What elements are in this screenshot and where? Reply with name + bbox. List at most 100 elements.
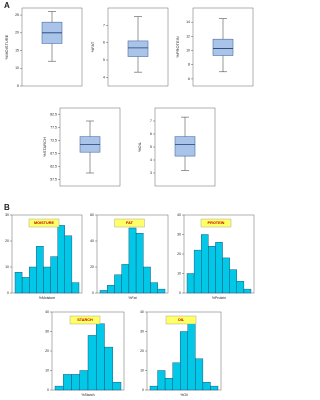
panel-label: A — [4, 1, 10, 10]
bar — [50, 256, 58, 294]
bar — [186, 273, 195, 294]
title-box — [28, 218, 60, 228]
bar — [64, 235, 73, 294]
bar — [236, 281, 245, 294]
title-box — [200, 218, 232, 228]
bar — [164, 378, 173, 391]
bar — [57, 225, 65, 294]
y-tick-label: 7 — [103, 23, 105, 27]
bar — [107, 285, 115, 294]
y-tick-label: 6 — [188, 77, 190, 81]
y-tick-label: 14 — [186, 20, 190, 24]
y-tick-label: 40 — [177, 213, 181, 217]
y-tick-label: 5 — [17, 84, 19, 88]
bar — [96, 323, 105, 391]
x-axis-label: %Protein — [212, 296, 226, 300]
bar — [222, 257, 230, 294]
bar — [208, 245, 216, 294]
y-axis-label: %OIL — [137, 141, 142, 152]
y-tick-label: 10 — [5, 265, 9, 269]
y-tick-label: 82.5 — [50, 112, 57, 116]
y-tick-label: 5 — [150, 145, 152, 149]
y-tick-label: 3 — [150, 171, 152, 175]
y-tick-label: 10 — [140, 368, 144, 372]
bar — [195, 358, 204, 391]
y-tick-label: 12 — [186, 34, 190, 38]
x-axis-label: %Starch — [81, 393, 94, 397]
y-tick-label: 5 — [103, 58, 105, 62]
bar — [36, 245, 44, 294]
y-tick-label: 30 — [140, 329, 144, 333]
y-tick-label: 0 — [7, 291, 9, 295]
y-tick-label: 15 — [15, 48, 19, 52]
bar — [143, 266, 151, 294]
box — [127, 40, 149, 57]
chart-title: OIL — [178, 318, 185, 322]
bar — [79, 370, 89, 391]
y-tick-label: 57.5 — [50, 177, 57, 181]
bar — [63, 374, 72, 391]
x-axis-label: %Oil — [180, 393, 188, 397]
bar — [54, 385, 64, 391]
y-tick-label: 60 — [90, 213, 94, 217]
y-tick-label: 10 — [15, 66, 19, 70]
bar — [157, 288, 166, 294]
y-tick-label: 77.5 — [50, 125, 57, 129]
y-tick-label: 20 — [5, 239, 9, 243]
y-tick-label: 30 — [45, 329, 49, 333]
y-tick-label: 25 — [15, 13, 19, 17]
y-tick-label: 30 — [177, 232, 181, 236]
bar — [135, 232, 144, 294]
bar — [21, 277, 30, 294]
y-tick-label: 4 — [150, 158, 152, 162]
y-tick-label: 20 — [140, 349, 144, 353]
bar — [172, 362, 181, 391]
bar — [87, 335, 97, 391]
y-tick-label: 40 — [90, 239, 94, 243]
bar — [243, 288, 252, 294]
chart-title: PROTEIN — [208, 221, 225, 225]
bar — [112, 382, 122, 391]
y-tick-label: 30 — [5, 213, 9, 217]
title-box — [114, 218, 145, 228]
y-tick-label: 6 — [150, 132, 152, 136]
title-box — [165, 315, 197, 325]
bar — [43, 266, 51, 294]
y-tick-label: 67.5 — [50, 151, 57, 155]
bar — [187, 319, 196, 391]
y-axis-label: %FAT — [90, 41, 95, 52]
y-tick-label: 10 — [45, 368, 49, 372]
y-tick-label: 72.5 — [50, 138, 57, 142]
y-tick-label: 20 — [45, 349, 49, 353]
y-tick-label: 0 — [179, 291, 181, 295]
bar — [157, 370, 166, 391]
figure: A B 5 10 15 20 25 %MOISTURE 4 5 6 7 %FAT 6 8 10 12 14 %P… — [4, 1, 255, 397]
y-tick-label: 20 — [177, 252, 181, 256]
bar — [215, 242, 223, 294]
bar — [71, 282, 80, 294]
y-axis-label: %MOISTURE — [4, 34, 9, 59]
bar — [121, 264, 130, 294]
bar — [99, 290, 108, 294]
y-tick-label: 40 — [140, 310, 144, 314]
bar — [150, 282, 158, 294]
y-axis-label: %STARCH — [42, 137, 47, 157]
y-tick-label: 0 — [92, 291, 94, 295]
y-tick-label: 4 — [103, 75, 105, 79]
y-tick-label: 8 — [188, 63, 190, 67]
bar — [114, 274, 122, 294]
chart-title: MOISTURE — [34, 221, 55, 225]
title-box — [69, 315, 101, 325]
y-tick-label: 40 — [45, 310, 49, 314]
box — [212, 38, 234, 56]
bar — [29, 266, 37, 294]
x-axis-label: %Fat — [128, 296, 136, 300]
panel-label: B — [4, 203, 10, 212]
bar — [149, 385, 158, 391]
y-tick-label: 10 — [186, 48, 190, 52]
y-axis-label: %PROTEIN — [175, 36, 180, 57]
y-tick-label: 0 — [142, 388, 144, 392]
bar — [128, 227, 137, 294]
bar — [71, 374, 80, 391]
y-tick-label: 62.5 — [50, 164, 57, 168]
